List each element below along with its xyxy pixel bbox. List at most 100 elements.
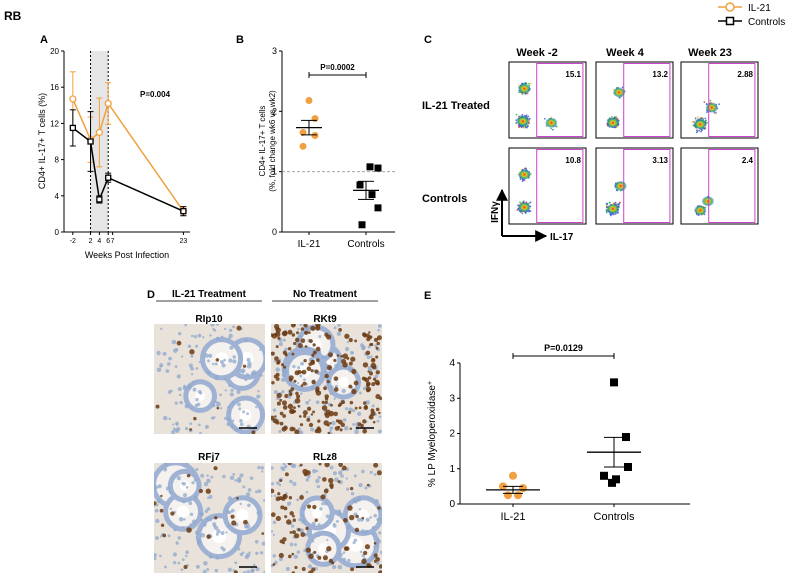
- nucleus: [184, 404, 189, 409]
- histology-image: [154, 463, 265, 573]
- nucleus: [204, 509, 208, 513]
- mpo-positive-cell: [348, 361, 353, 366]
- nucleus: [234, 561, 238, 565]
- nucleus: [281, 377, 286, 382]
- nucleus: [284, 347, 288, 351]
- mpo-positive-cell: [299, 463, 303, 467]
- nucleus: [180, 568, 184, 571]
- mpo-positive-cell: [294, 370, 300, 376]
- flow-event-dot: [621, 86, 624, 89]
- nucleus: [367, 345, 371, 349]
- nucleus: [317, 475, 321, 480]
- nucleus: [273, 390, 278, 395]
- mpo-positive-cell: [279, 398, 283, 402]
- nucleus: [357, 517, 361, 522]
- nucleus: [195, 536, 198, 539]
- flow-event-dot: [523, 115, 526, 117]
- nucleus: [157, 484, 162, 489]
- y-axis-title-line: (%, fold change wk6 vs wk2): [268, 90, 277, 192]
- nucleus: [289, 479, 293, 484]
- flow-density-core: [694, 119, 707, 130]
- nucleus: [210, 416, 215, 420]
- nucleus: [345, 477, 348, 480]
- nucleus: [308, 399, 311, 402]
- nucleus: [244, 378, 248, 382]
- flow-event-dot: [609, 201, 611, 204]
- mpo-positive-cell: [324, 397, 329, 401]
- mpo-positive-cell: [287, 403, 294, 410]
- mpo-positive-cell: [366, 337, 371, 342]
- mpo-positive-cell: [312, 350, 317, 355]
- nucleus: [311, 521, 316, 526]
- mpo-positive-cell: [375, 355, 379, 359]
- nucleus: [337, 512, 341, 516]
- mpo-positive-cell: [282, 537, 287, 542]
- nucleus: [230, 425, 234, 429]
- mpo-positive-cell: [282, 414, 287, 418]
- mpo-positive-cell: [328, 477, 334, 484]
- nucleus: [249, 476, 254, 480]
- mpo-positive-cell: [321, 400, 325, 404]
- mpo-positive-cell: [213, 466, 218, 471]
- series-line-il21: [72, 98, 184, 212]
- nucleus: [177, 561, 181, 565]
- category-label: Controls: [594, 511, 635, 523]
- flow-event-dot: [528, 210, 530, 213]
- nucleus: [172, 427, 176, 431]
- nucleus: [172, 552, 178, 557]
- flow-event-dot: [527, 115, 530, 118]
- mpo-positive-cell: [300, 532, 306, 538]
- mpo-positive-cell: [296, 331, 299, 335]
- flow-gate: [623, 63, 671, 137]
- nucleus: [210, 324, 215, 327]
- mpo-positive-cell: [323, 488, 329, 494]
- mpo-positive-cell: [304, 330, 309, 335]
- mpo-positive-cell: [323, 386, 327, 391]
- mpo-positive-cell: [280, 363, 285, 367]
- nucleus: [195, 367, 199, 370]
- nucleus: [226, 422, 231, 427]
- nucleus: [188, 501, 193, 506]
- mpo-positive-cell: [271, 512, 276, 518]
- nucleus: [333, 326, 337, 330]
- mpo-positive-cell: [372, 377, 377, 381]
- nucleus: [193, 495, 198, 500]
- mpo-positive-cell: [340, 354, 343, 358]
- nucleus: [225, 531, 228, 534]
- nucleus: [248, 551, 251, 554]
- mpo-positive-cell: [186, 473, 191, 478]
- nucleus: [310, 427, 315, 432]
- nucleus: [317, 534, 320, 538]
- nucleus: [365, 400, 371, 405]
- mpo-positive-cell: [275, 331, 281, 337]
- mpo-positive-cell: [372, 420, 376, 424]
- il17-axis-label: IL-17: [550, 232, 574, 243]
- nucleus: [297, 327, 300, 331]
- sample-label: RIp10: [195, 314, 223, 325]
- nucleus: [191, 481, 195, 485]
- mpo-positive-cell: [272, 563, 276, 566]
- mpo-positive-cell: [310, 360, 315, 366]
- nucleus: [272, 408, 277, 412]
- flow-event-dot: [605, 211, 608, 213]
- nucleus: [184, 324, 188, 327]
- nucleus: [331, 533, 334, 537]
- flow-event-dot: [519, 178, 522, 181]
- mpo-positive-cell: [326, 546, 332, 552]
- mpo-positive-cell: [281, 541, 285, 545]
- histology-content: [271, 324, 382, 434]
- mpo-positive-cell: [294, 565, 298, 570]
- flow-event-dot: [617, 203, 620, 206]
- y-tick-label: 12: [50, 119, 59, 128]
- mpo-positive-cell: [287, 329, 293, 335]
- mpo-positive-cell: [314, 369, 319, 374]
- nucleus: [288, 395, 292, 399]
- nucleus: [154, 552, 157, 558]
- flow-event-dot: [528, 82, 530, 85]
- mpo-positive-cell: [340, 400, 345, 405]
- nucleus: [291, 524, 295, 528]
- mpo-positive-cell: [251, 430, 256, 434]
- nucleus: [377, 328, 381, 332]
- nucleus: [228, 328, 233, 333]
- nucleus: [154, 485, 159, 490]
